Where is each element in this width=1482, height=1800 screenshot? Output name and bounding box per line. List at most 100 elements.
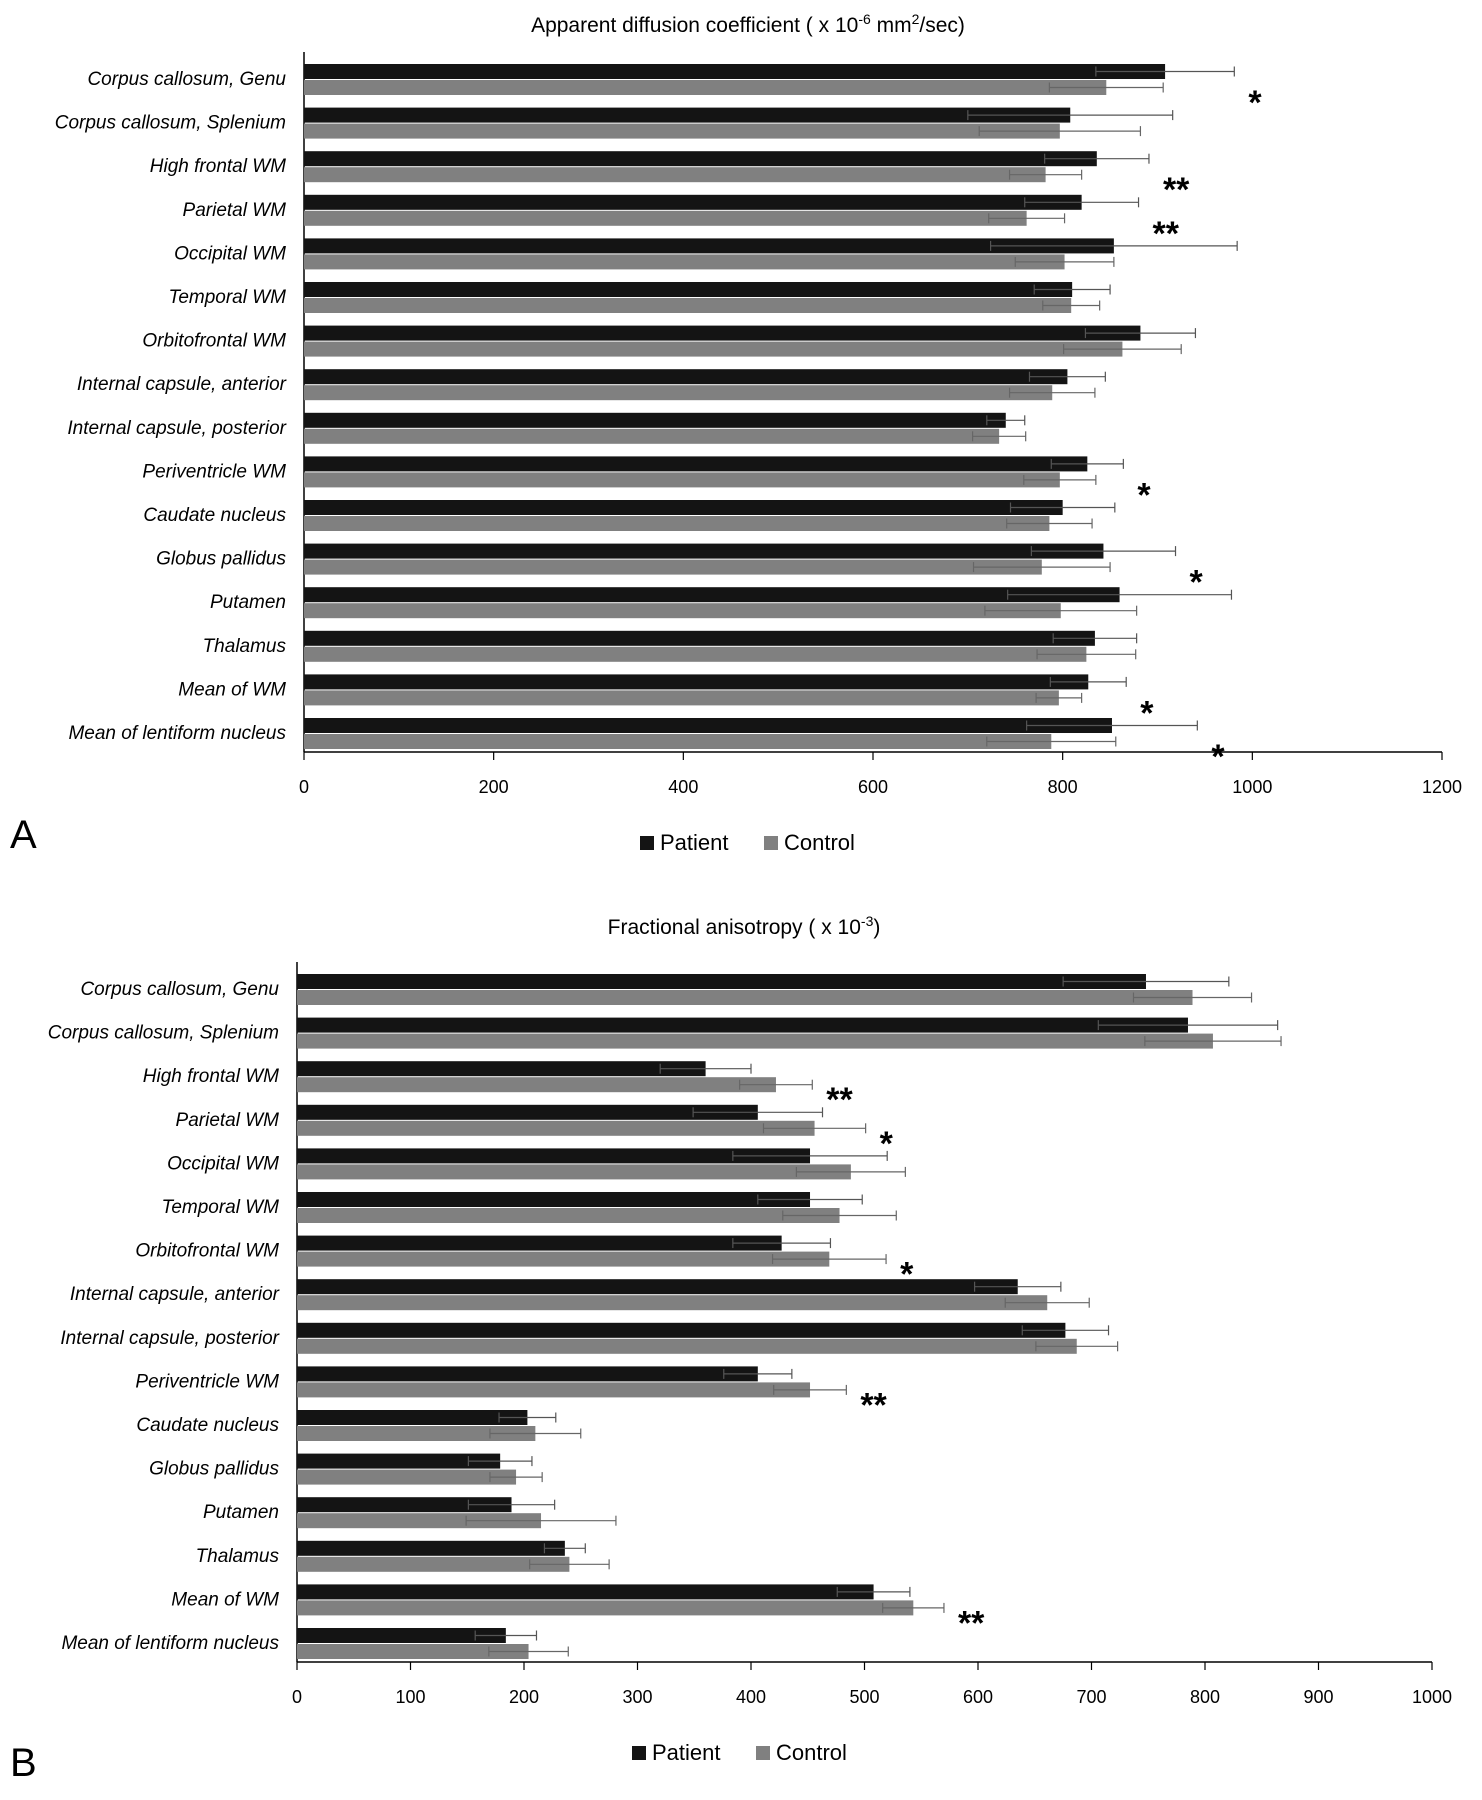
legend-label-control: Control xyxy=(776,1740,847,1765)
x-tick-label: 1000 xyxy=(1412,1687,1452,1707)
bar-patient xyxy=(297,1540,565,1556)
bar-patient xyxy=(297,1584,874,1600)
legend-swatch-patient xyxy=(640,836,654,850)
bar-control xyxy=(304,603,1061,619)
bar-control xyxy=(297,1469,517,1485)
bar-patient xyxy=(297,1104,758,1120)
x-tick-label: 800 xyxy=(1048,777,1078,797)
panel-label: B xyxy=(10,1741,37,1785)
significance-marker: * xyxy=(1248,84,1262,122)
bar-control xyxy=(297,1251,830,1267)
significance-marker: * xyxy=(1140,694,1154,732)
title-part: /sec) xyxy=(919,14,965,37)
category-label: Parietal WM xyxy=(183,200,287,221)
significance-marker: ** xyxy=(860,1386,887,1424)
category-label: Putamen xyxy=(210,592,286,613)
bar-patient xyxy=(297,1497,512,1513)
bar-control xyxy=(304,385,1053,401)
legend-swatch-patient xyxy=(632,1746,646,1760)
legend-label-control: Control xyxy=(784,830,855,855)
significance-marker: * xyxy=(1137,476,1151,514)
x-tick-label: 800 xyxy=(1190,1687,1220,1707)
significance-marker: ** xyxy=(1153,215,1180,253)
category-label: Occipital WM xyxy=(167,1153,279,1174)
bar-patient xyxy=(304,630,1095,646)
bar-patient xyxy=(297,1453,501,1469)
bar-control xyxy=(304,559,1042,575)
bar-control xyxy=(304,516,1050,531)
category-label: High frontal WM xyxy=(150,156,286,177)
category-label: Globus pallidus xyxy=(149,1459,279,1480)
bar-control xyxy=(297,990,1193,1005)
category-label: Mean of WM xyxy=(171,1589,279,1610)
bar-control xyxy=(304,298,1072,313)
bar-control xyxy=(304,646,1087,662)
bar-control xyxy=(297,1120,815,1136)
bar-patient xyxy=(304,238,1114,254)
category-label: Periventricle WM xyxy=(142,461,286,482)
category-label: Corpus callosum, Splenium xyxy=(55,113,286,134)
x-tick-label: 600 xyxy=(963,1687,993,1707)
x-tick-label: 1200 xyxy=(1422,777,1462,797)
bar-patient xyxy=(304,194,1082,210)
x-tick-label: 200 xyxy=(479,777,509,797)
legend: Patient Control xyxy=(632,1740,847,1765)
category-label: Internal capsule, posterior xyxy=(60,1328,279,1349)
category-label: Internal capsule, anterior xyxy=(77,374,287,395)
bar-patient xyxy=(297,1192,811,1207)
category-label: Corpus callosum, Genu xyxy=(87,69,286,90)
chart-title: Apparent diffusion coefficient ( x 10-6 … xyxy=(531,11,965,37)
significance-marker: ** xyxy=(1163,171,1190,209)
bar-patient xyxy=(304,64,1166,79)
title-superscript: -6 xyxy=(858,11,871,27)
bar-control xyxy=(304,690,1059,706)
bar-control xyxy=(304,210,1027,226)
x-tick-label: 100 xyxy=(395,1687,425,1707)
bar-control xyxy=(297,1556,570,1572)
bar-patient xyxy=(297,1017,1188,1033)
title-part: ) xyxy=(873,916,880,939)
bar-control xyxy=(304,167,1046,183)
panel-label: A xyxy=(10,813,37,857)
title-superscript: 2 xyxy=(912,11,920,27)
x-tick-label: 1000 xyxy=(1232,777,1272,797)
significance-marker: * xyxy=(880,1125,894,1163)
x-tick-label: 200 xyxy=(509,1687,539,1707)
category-label: Putamen xyxy=(203,1502,279,1523)
bar-control xyxy=(297,1644,529,1659)
bar-control xyxy=(297,1208,840,1223)
category-label: Corpus callosum, Genu xyxy=(80,979,279,1000)
category-label: Mean of lentiform nucleus xyxy=(61,1633,279,1654)
significance-marker: ** xyxy=(826,1081,853,1119)
x-tick-label: 0 xyxy=(299,777,309,797)
category-label: Internal capsule, anterior xyxy=(70,1284,280,1305)
category-label: Caudate nucleus xyxy=(136,1415,279,1436)
legend: Patient Control xyxy=(640,830,855,855)
title-part: Apparent diffusion coefficient ( x 10 xyxy=(531,14,858,37)
bar-patient xyxy=(297,1235,782,1251)
category-label: Occipital WM xyxy=(174,243,286,264)
bar-patient xyxy=(297,1410,528,1425)
category-label: Internal capsule, posterior xyxy=(67,418,286,439)
significance-marker: * xyxy=(1211,738,1225,776)
bar-patient xyxy=(304,151,1097,167)
significance-marker: ** xyxy=(958,1604,985,1642)
category-label: High frontal WM xyxy=(143,1066,279,1087)
category-label: Mean of WM xyxy=(178,679,286,700)
bar-patient xyxy=(304,412,1006,428)
significance-marker: * xyxy=(1190,564,1204,602)
bar-control xyxy=(304,472,1060,488)
legend-swatch-control xyxy=(756,1746,770,1760)
x-tick-label: 700 xyxy=(1076,1687,1106,1707)
category-label: Globus pallidus xyxy=(156,549,286,570)
category-label: Corpus callosum, Splenium xyxy=(48,1023,279,1044)
bar-control xyxy=(297,1513,542,1529)
x-tick-label: 400 xyxy=(668,777,698,797)
x-tick-label: 900 xyxy=(1303,1687,1333,1707)
bar-patient xyxy=(297,1628,506,1643)
legend-label-patient: Patient xyxy=(652,1740,721,1765)
x-tick-label: 0 xyxy=(292,1687,302,1707)
category-label: Temporal WM xyxy=(161,1197,279,1218)
title-part: Fractional anisotropy ( x 10 xyxy=(608,916,861,939)
